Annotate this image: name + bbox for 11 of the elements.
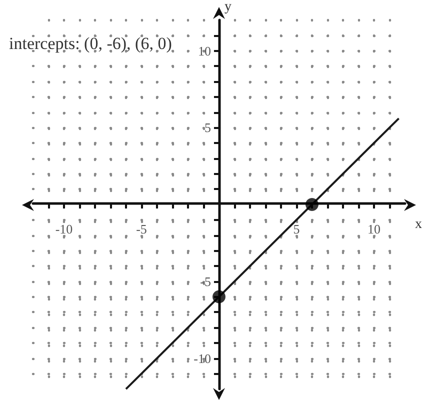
y-tick-label: -5 bbox=[200, 274, 211, 289]
y-tick-label: 10 bbox=[198, 43, 211, 58]
y-tick-label: 5 bbox=[204, 120, 211, 136]
x-tick-label: -10 bbox=[55, 222, 73, 236]
y-axis-title: y bbox=[224, 0, 232, 14]
x-tick-label: -5 bbox=[136, 222, 147, 236]
x-axis-title: x bbox=[415, 217, 422, 232]
x-tick-label: 5 bbox=[293, 222, 300, 236]
y-tick-label: -10 bbox=[194, 350, 211, 366]
x-tick-label: 10 bbox=[368, 222, 380, 236]
text: intercepts: (0, -6), (6, 0) bbox=[9, 34, 172, 53]
